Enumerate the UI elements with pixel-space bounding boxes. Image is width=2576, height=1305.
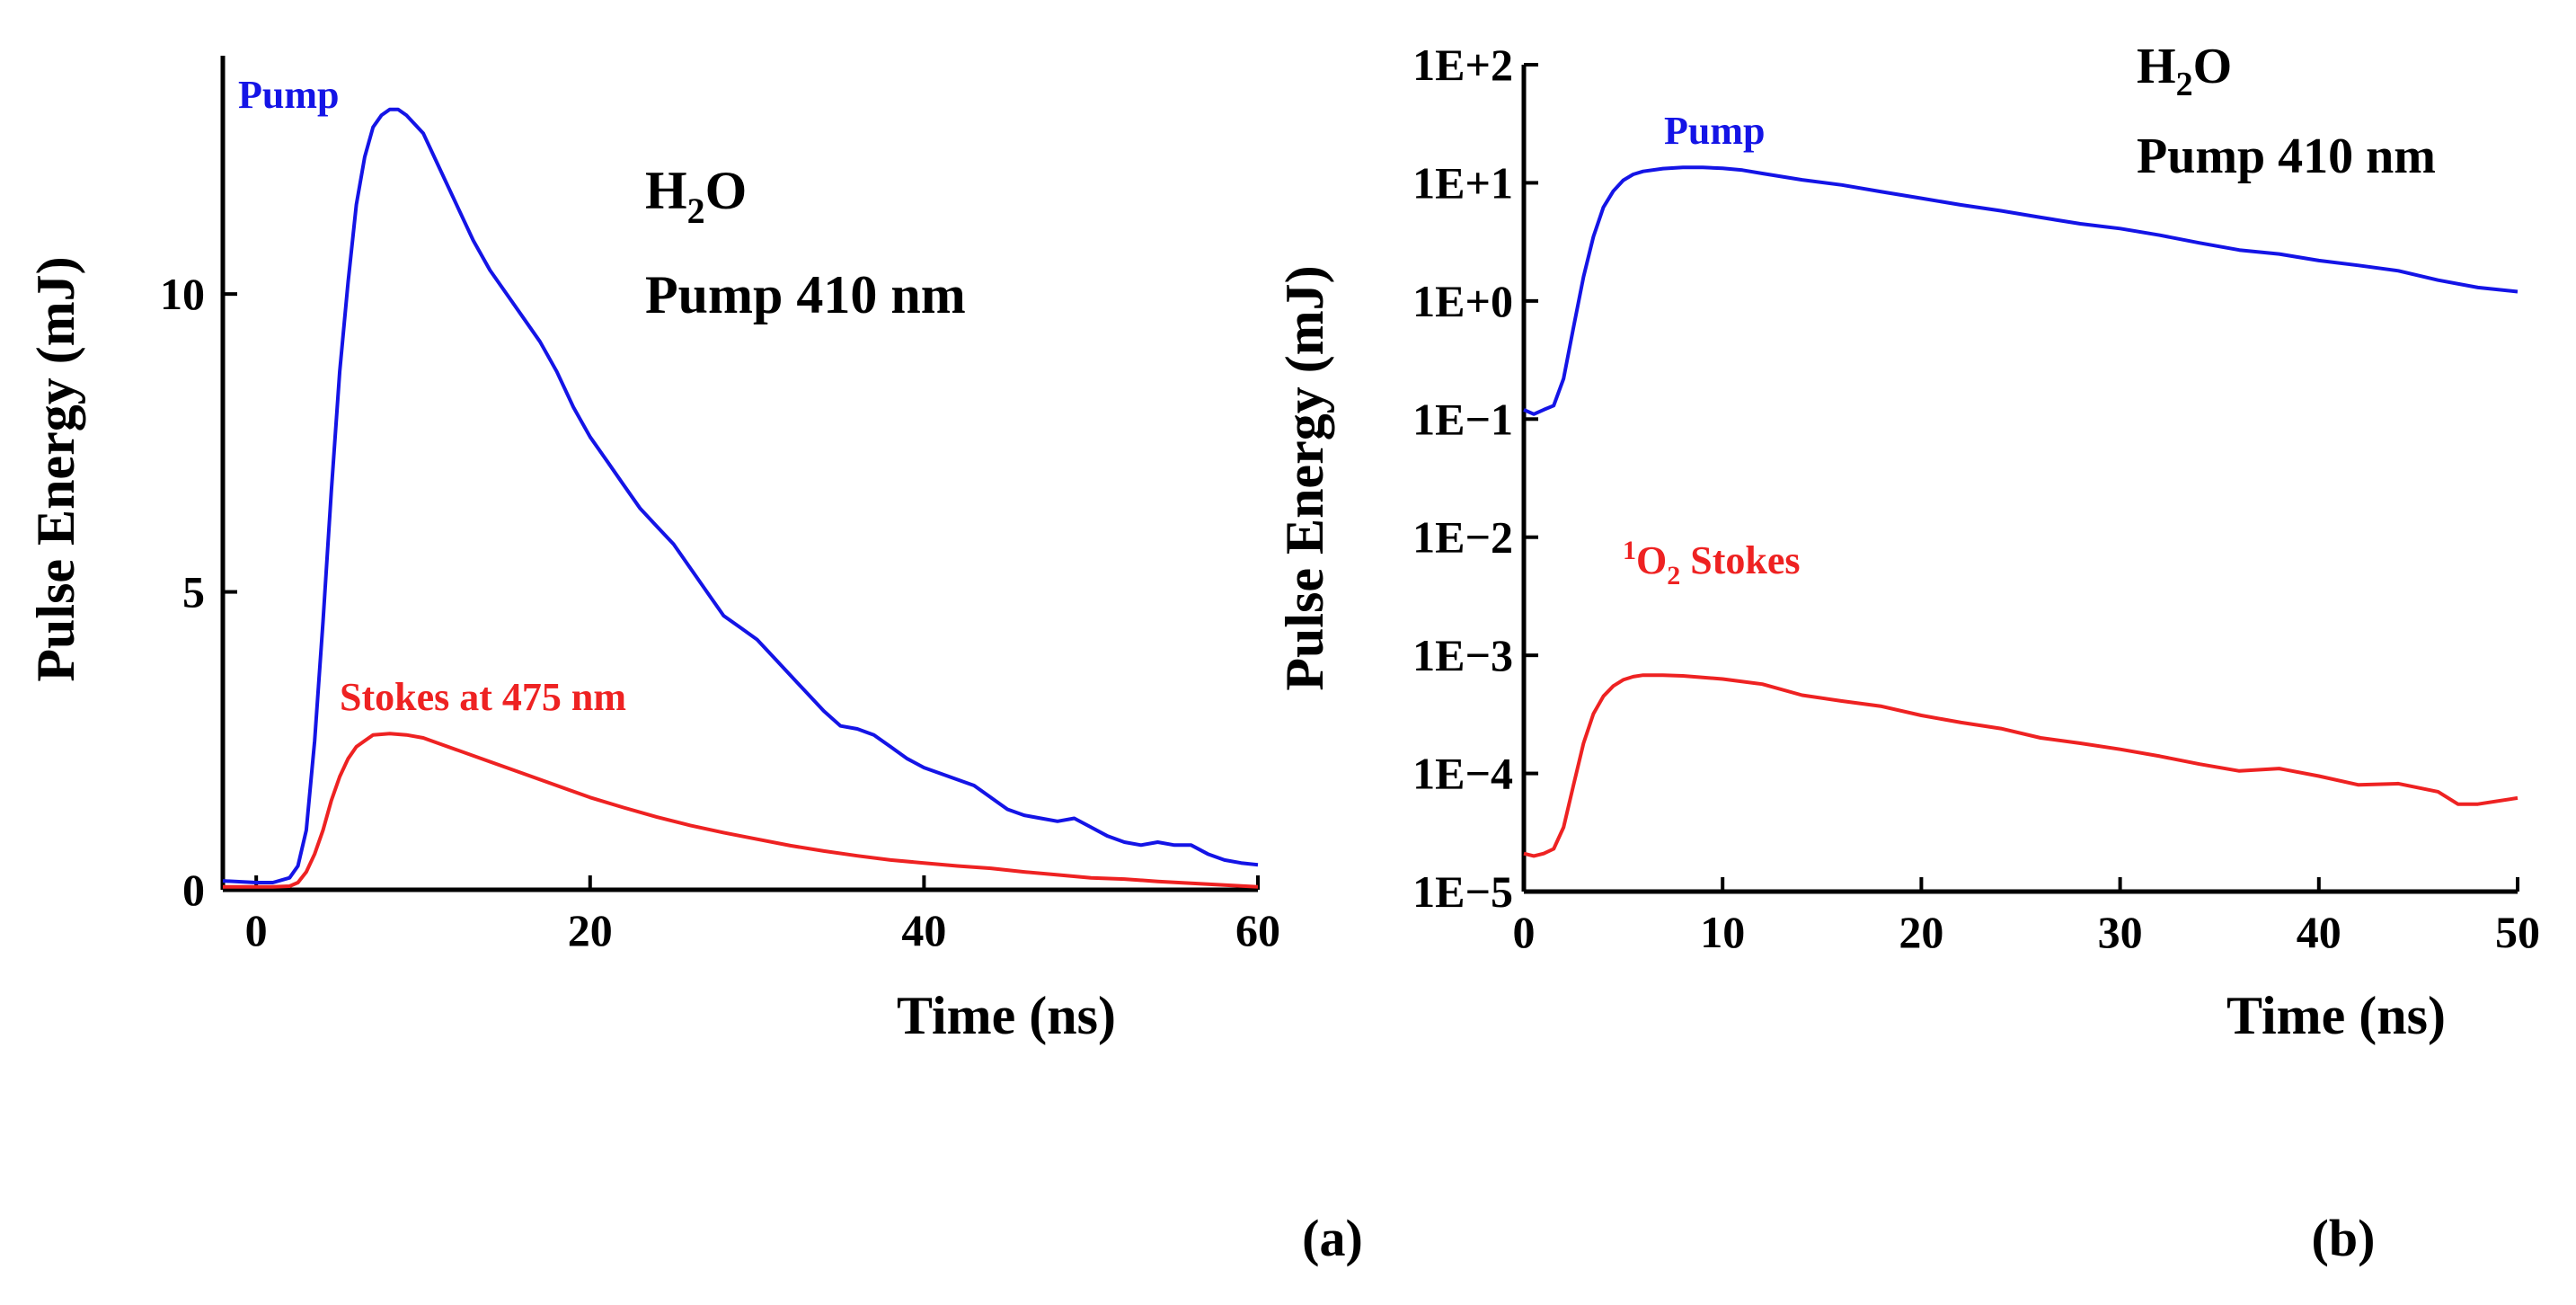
panel-a-molecule-subscript: 2: [687, 191, 705, 231]
panel-b-stokes-base: O: [1636, 538, 1667, 582]
panel-b-molecule-tail: O: [2193, 39, 2233, 94]
panel-b-stokes-sup: 1: [1623, 536, 1636, 565]
panel-a-stokes-line: [223, 732, 1259, 889]
panel-b-molecule-label: H2O: [2137, 39, 2232, 103]
panel-b-chart: 0 10 20 30 40 50 1E+2 1E+1 1E+0 1E−1 1E−2 1E−3 1E−4…: [1275, 39, 2540, 1045]
panel-b-stokes-tail: Stokes: [1680, 538, 1800, 582]
panel-a-pump-line: [222, 107, 1259, 884]
panel-a-label: (a): [1302, 1209, 1363, 1267]
panel-a-x-axis-title: Time (ns): [897, 986, 1116, 1045]
panel-a-stokes-series-label: Stokes at 475 nm: [340, 675, 626, 719]
panel-a-x-tick-label: 60: [1235, 905, 1280, 955]
panel-b-x-axis-title: Time (ns): [2226, 986, 2446, 1045]
panel-b-pump-wavelength-label: Pump 410 nm: [2137, 129, 2436, 184]
panel-a-molecule-tail: O: [705, 161, 748, 220]
panel-b-x-tick-label: 30: [2098, 907, 2143, 957]
panel-b-x-tick-label: 20: [1899, 907, 1943, 957]
panel-b-label: (b): [2312, 1209, 2376, 1267]
panel-a-y-tick-label: 0: [182, 865, 205, 915]
panel-b-x-tick-label: 0: [1513, 907, 1536, 957]
panel-b-x-tick-label: 10: [1700, 907, 1745, 957]
panel-a-y-tick-label: 5: [182, 567, 205, 617]
panel-b-y-tick-label: 1E−5: [1412, 866, 1513, 917]
panel-a-molecule-base: H: [645, 161, 687, 220]
panel-b-y-tick-label: 1E+2: [1412, 40, 1513, 90]
panel-a-x-tick-label: 20: [568, 905, 613, 955]
panel-a-molecule-label: H2O: [645, 161, 747, 231]
panel-a-chart: 0 20 40 60 0 5 10 Time (ns) Pulse Energy (mJ)…: [26, 56, 1280, 1045]
panel-b-y-tick-label: 1E−1: [1412, 394, 1513, 444]
panel-a-x-tick-label: 40: [901, 905, 946, 955]
panel-b-y-tick-label: 1E−3: [1412, 630, 1513, 680]
panel-b-y-tick-label: 1E−4: [1412, 749, 1513, 799]
panel-a-x-tick-label: 0: [245, 905, 268, 955]
panel-b-molecule-subscript: 2: [2176, 66, 2193, 103]
panel-b-y-tick-label: 1E+0: [1412, 276, 1513, 326]
panel-b-pump-series-label: Pump: [1664, 109, 1765, 153]
panel-a-pump-wavelength-label: Pump 410 nm: [645, 265, 966, 324]
panel-b-stokes-series-label: 1O2 Stokes: [1623, 536, 1800, 590]
panel-b-pump-line: [1523, 165, 2518, 416]
panel-b-y-axis-title: Pulse Energy (mJ): [1275, 265, 1334, 690]
panel-b-stokes-line: [1523, 673, 2518, 858]
panel-a-y-axis-title: Pulse Energy (mJ): [26, 256, 85, 681]
panel-b-x-tick-label: 40: [2297, 907, 2341, 957]
panel-a-pump-series-label: Pump: [238, 73, 339, 117]
panel-b-stokes-sub: 2: [1667, 561, 1680, 590]
panel-b-molecule-base: H: [2137, 39, 2176, 94]
panel-b-y-tick-label: 1E−2: [1412, 512, 1513, 563]
panel-a-y-tick-label: 10: [160, 269, 205, 319]
panel-b-y-tick-label: 1E+1: [1412, 157, 1513, 208]
panel-b-x-tick-label: 50: [2495, 907, 2540, 957]
